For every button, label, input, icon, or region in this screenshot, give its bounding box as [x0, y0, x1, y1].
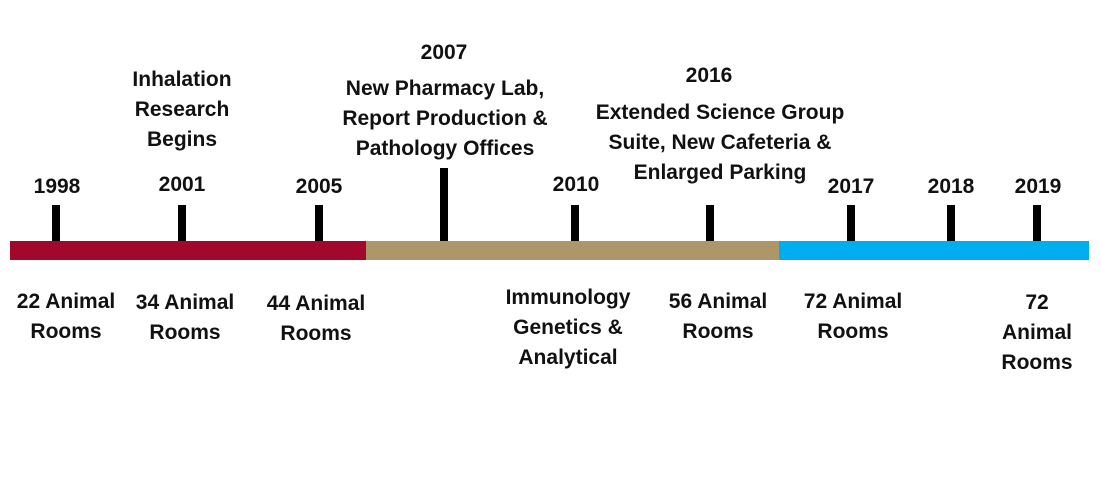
rooms-2019: 72 Animal Rooms	[1001, 291, 1073, 374]
rooms-2001: 34 Animal Rooms	[135, 291, 235, 344]
year-label-2010: 2010	[552, 173, 600, 196]
rooms-2016: 56 Animal Rooms	[668, 290, 768, 343]
milestone-2007-pharmacy: New Pharmacy Lab, Report Production & Pa…	[342, 77, 548, 160]
milestone-2016-science-suite: Extended Science Group Suite, New Cafete…	[595, 101, 845, 184]
year-label-2016: 2016	[685, 64, 733, 87]
tick-2010	[571, 205, 579, 241]
tick-2005	[315, 205, 323, 241]
year-label-2019: 2019	[1014, 175, 1062, 198]
timeline-segment-2	[366, 241, 779, 260]
timeline-segment-3	[779, 241, 1089, 260]
milestone-2001-inhalation: Inhalation Research Begins	[132, 68, 232, 151]
year-label-2005: 2005	[295, 175, 343, 198]
rooms-2017: 72 Animal Rooms	[803, 290, 903, 343]
tick-1998	[52, 205, 60, 241]
tick-2016	[706, 205, 714, 241]
timeline-segment-1	[10, 241, 366, 260]
tick-2018	[947, 205, 955, 241]
rooms-1998: 22 Animal Rooms	[16, 290, 116, 343]
tick-2017	[847, 205, 855, 241]
year-label-1998: 1998	[33, 175, 81, 198]
year-label-2001: 2001	[158, 173, 206, 196]
rooms-2005: 44 Animal Rooms	[266, 292, 366, 345]
year-label-2018: 2018	[927, 175, 975, 198]
year-label-2017: 2017	[827, 175, 875, 198]
tick-2001	[178, 205, 186, 241]
year-label-2007: 2007	[420, 41, 468, 64]
tick-2019	[1033, 205, 1041, 241]
labs-2010: Immunology Genetics & Analytical	[505, 286, 631, 369]
tick-2007	[440, 168, 448, 241]
